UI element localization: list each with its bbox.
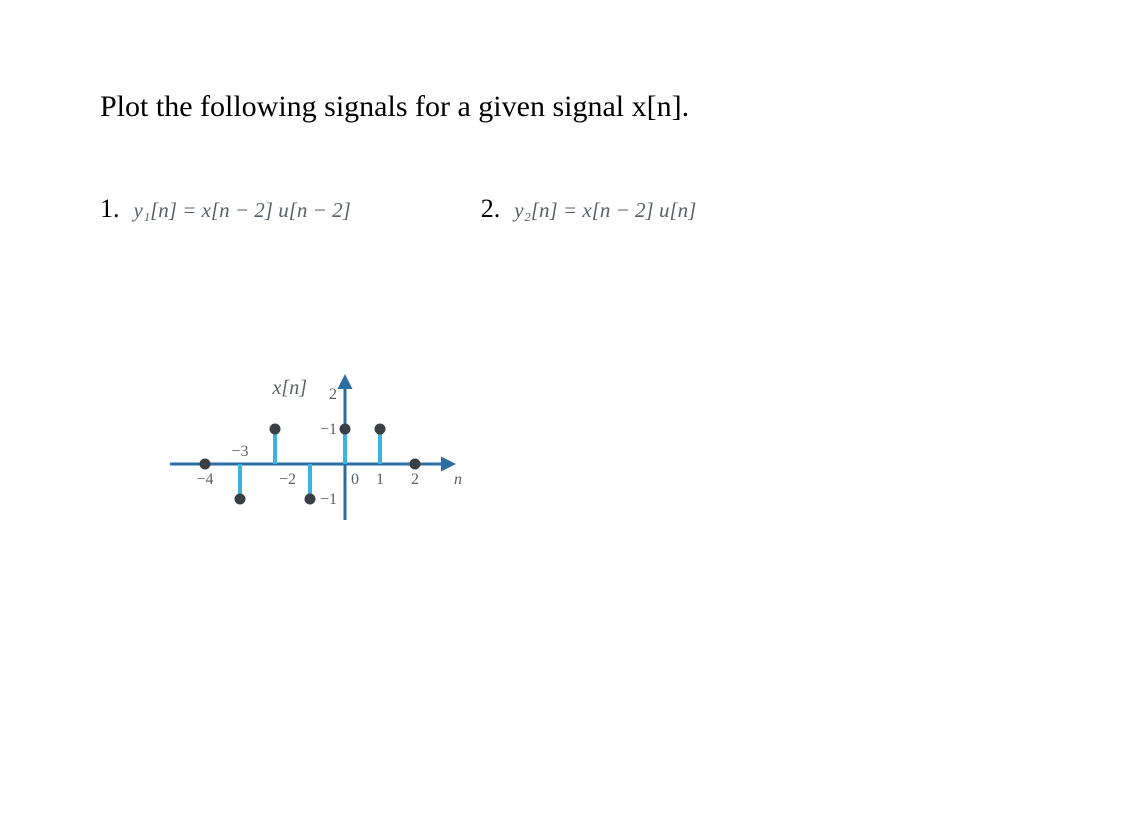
equation-2: 2. y₂[n] = x[n − 2] u[n]: [481, 194, 697, 224]
eq1-number: 1.: [100, 194, 120, 224]
eq1-body: y₁[n] = x[n − 2] u[n − 2]: [134, 198, 351, 223]
svg-text:−1: −1: [320, 491, 337, 508]
svg-text:−4: −4: [196, 471, 213, 488]
svg-text:n: n: [454, 471, 462, 488]
svg-text:−3: −3: [231, 443, 248, 460]
eq2-number: 2.: [481, 194, 501, 224]
svg-text:1: 1: [376, 471, 384, 488]
svg-text:2: 2: [329, 386, 337, 403]
equations-row: 1. y₁[n] = x[n − 2] u[n − 2] 2. y₂[n] = …: [100, 194, 1033, 224]
eq2-body: y₂[n] = x[n − 2] u[n]: [514, 198, 696, 223]
page-title: Plot the following signals for a given s…: [100, 90, 1033, 124]
stem-chart: 01 2 −4 −3 −2 2 −1 −1 x[n] n: [170, 314, 490, 574]
svg-text:−1: −1: [320, 421, 337, 438]
svg-text:2: 2: [411, 471, 419, 488]
svg-text:−2: −2: [279, 471, 296, 488]
svg-text:x[n]: x[n]: [272, 377, 307, 399]
svg-text:0: 0: [351, 471, 359, 488]
equation-1: 1. y₁[n] = x[n − 2] u[n − 2]: [100, 194, 351, 224]
